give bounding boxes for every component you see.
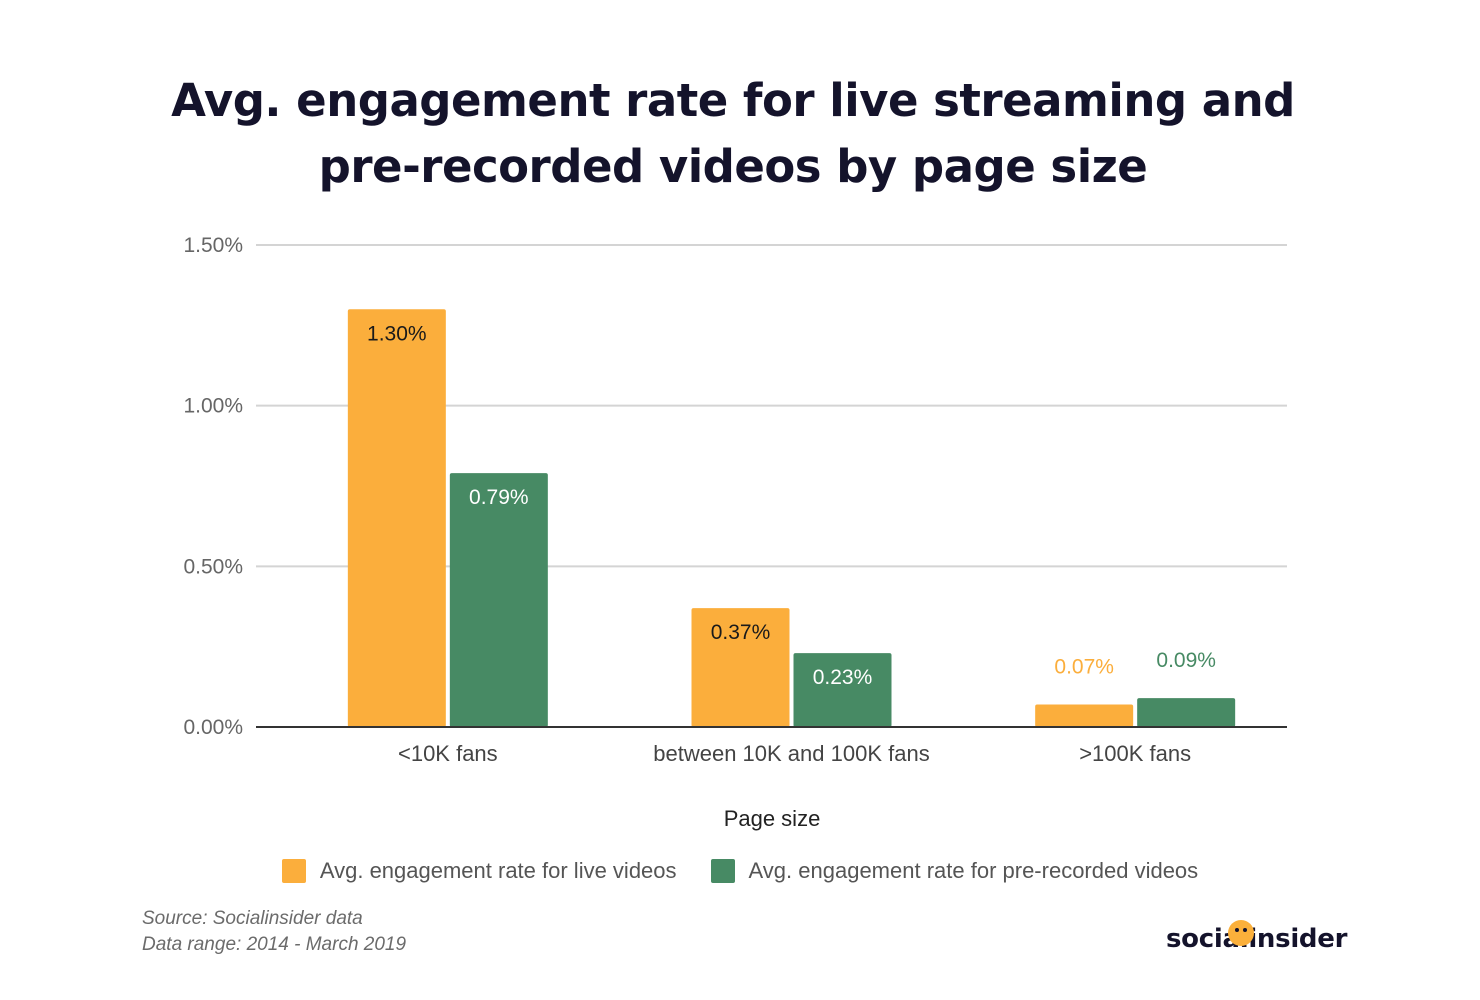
x-axis-title: Page size — [724, 806, 821, 831]
x-tick-label: >100K fans — [1079, 741, 1191, 766]
chart-title-line-2: pre-recorded videos by page size — [318, 140, 1148, 193]
source-line: Source: Socialinsider data — [142, 908, 363, 929]
logo-smiley-icon — [1228, 920, 1254, 946]
bar-live — [347, 309, 446, 727]
x-tick-label: between 10K and 100K fans — [653, 741, 929, 766]
legend-swatch-live — [281, 859, 306, 883]
bar-prerecorded — [793, 653, 892, 727]
source-note: Source: Socialinsider data Data range: 2… — [142, 906, 406, 958]
legend-label-live: Avg. engagement rate for live videos — [319, 858, 677, 883]
data-label: 0.09% — [1156, 649, 1216, 672]
data-label: 0.37% — [711, 621, 771, 644]
bar-prerecorded — [449, 473, 548, 727]
data-label: 1.30% — [367, 322, 427, 345]
bar-live — [691, 608, 790, 727]
y-tick-label: 0.50% — [183, 555, 243, 578]
legend-item-prerecorded: Avg. engagement rate for pre-recorded vi… — [710, 858, 1199, 884]
data-label: 0.23% — [813, 666, 873, 689]
brand-logo: socialinsider — [1166, 924, 1348, 954]
legend-label-prerecorded: Avg. engagement rate for pre-recorded vi… — [748, 858, 1199, 883]
chart-legend: Avg. engagement rate for live videos Avg… — [0, 858, 1480, 884]
data-label: 0.79% — [469, 486, 529, 509]
legend-item-live: Avg. engagement rate for live videos — [281, 858, 677, 884]
x-tick-label: <10K fans — [398, 741, 498, 766]
chart-title-line-1: Avg. engagement rate for live streaming … — [171, 74, 1295, 127]
bar-prerecorded — [1137, 698, 1236, 727]
data-label: 0.07% — [1054, 656, 1114, 679]
y-tick-label: 1.50% — [183, 234, 243, 257]
legend-swatch-prerecorded — [710, 859, 735, 883]
bar-live — [1035, 704, 1134, 727]
y-tick-label: 1.00% — [183, 395, 243, 418]
y-tick-label: 0.00% — [183, 716, 243, 739]
data-range-line: Data range: 2014 - March 2019 — [142, 934, 407, 955]
chart-title: Avg. engagement rate for live streaming … — [0, 68, 1466, 200]
